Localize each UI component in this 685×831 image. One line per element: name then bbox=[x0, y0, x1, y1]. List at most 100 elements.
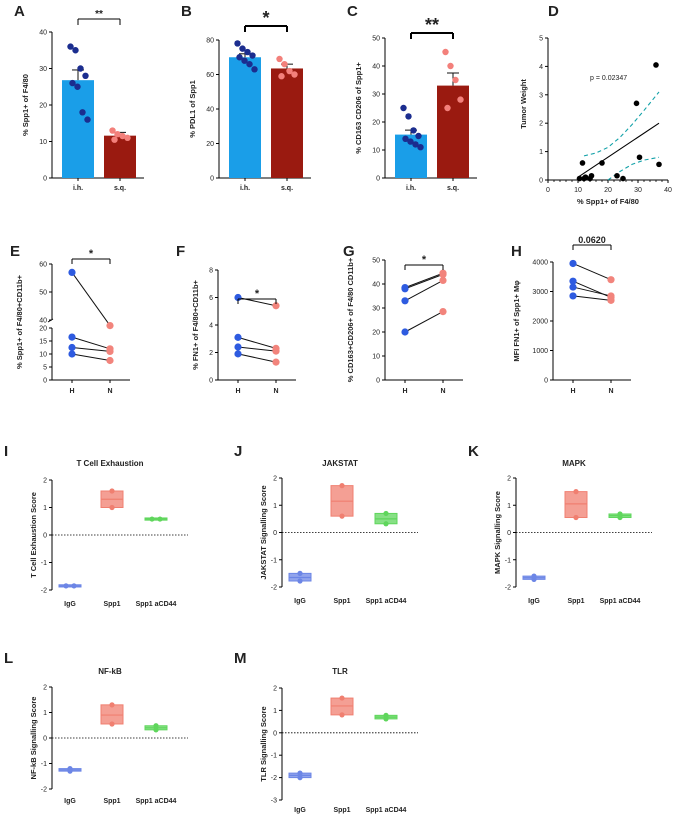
y-tick-label: -2 bbox=[41, 787, 47, 794]
paired-line bbox=[71, 353, 111, 361]
x-tick-label: N bbox=[273, 388, 278, 395]
y-tick-label: 2000 bbox=[532, 319, 548, 326]
data-point-h bbox=[234, 343, 242, 351]
data-point bbox=[444, 104, 451, 112]
y-tick-label: 5 bbox=[43, 365, 47, 372]
x-tick-label: IgG bbox=[528, 598, 540, 605]
y-tick-label: 0 bbox=[273, 530, 277, 537]
panel-d: D 0 1 2 3 4 5 0 10 20 30 40 Tumor Weight % Spp1+ of F… bbox=[519, 3, 672, 206]
y-tick-label: 0 bbox=[544, 378, 548, 385]
data-point bbox=[402, 135, 409, 142]
y-tick-label: 20 bbox=[39, 326, 47, 333]
paired-line bbox=[237, 346, 277, 352]
data-point bbox=[573, 489, 579, 495]
y-tick-label: 30 bbox=[372, 92, 380, 99]
significance-marker: * bbox=[255, 288, 260, 300]
significance-marker: ** bbox=[425, 15, 439, 35]
y-tick-label: 80 bbox=[206, 38, 214, 45]
y-tick-label: 0 bbox=[43, 736, 47, 743]
data-point-h bbox=[68, 350, 76, 358]
data-point-n bbox=[106, 347, 114, 355]
y-tick-label: 30 bbox=[39, 66, 47, 73]
y-tick-label: 40 bbox=[39, 318, 47, 325]
panel-l: L -2 -1 0 1 2 NF-kB Signalling Score NF-kB IgG Sp… bbox=[4, 650, 188, 805]
p-value-annotation: p = 0.02347 bbox=[590, 75, 627, 82]
panel-label: G bbox=[343, 243, 355, 260]
data-point bbox=[297, 775, 303, 781]
y-tick-label: -1 bbox=[505, 557, 511, 564]
data-point bbox=[69, 79, 76, 87]
y-tick-label: 0 bbox=[539, 178, 543, 185]
data-point-h bbox=[569, 292, 577, 300]
panel-f: F 0 2 4 6 8 % FN1+ of F4/80+CD11b+ H N * bbox=[176, 243, 296, 395]
y-tick-label: -2 bbox=[41, 588, 47, 595]
x-tick-label: 0 bbox=[546, 187, 550, 194]
box-1 bbox=[564, 491, 588, 519]
data-point bbox=[84, 116, 91, 123]
data-point bbox=[297, 770, 303, 776]
data-point-h bbox=[234, 333, 242, 341]
y-tick-label: -2 bbox=[505, 585, 511, 592]
panel-title: JAKSTAT bbox=[322, 459, 358, 468]
data-point bbox=[457, 96, 464, 103]
data-point bbox=[119, 132, 126, 140]
data-point bbox=[405, 113, 412, 120]
paired-line bbox=[71, 347, 111, 352]
panel-label: K bbox=[468, 443, 479, 460]
data-point bbox=[72, 47, 79, 54]
panel-title: NF-kB bbox=[98, 667, 122, 676]
data-point bbox=[407, 138, 414, 145]
data-point bbox=[297, 570, 303, 576]
x-tick-label: 10 bbox=[574, 187, 582, 194]
x-tick-label: N bbox=[608, 388, 613, 395]
significance-marker: ** bbox=[95, 9, 103, 20]
panel-c: C 0 10 20 30 40 50 % CD163 CD206 of Spp1+ i.h. s.… bbox=[347, 3, 477, 192]
data-point-h bbox=[234, 350, 242, 358]
y-tick-label: 40 bbox=[206, 107, 214, 114]
y-tick-label: 10 bbox=[372, 148, 380, 155]
y-axis-label: % Spp1+ of F4/80 bbox=[21, 74, 30, 136]
y-tick-label: 4000 bbox=[532, 260, 548, 267]
bar-sq bbox=[437, 85, 469, 178]
data-point-n bbox=[106, 356, 114, 365]
significance-marker: * bbox=[422, 254, 427, 266]
y-tick-label: 2 bbox=[43, 685, 47, 692]
bar-sq bbox=[271, 68, 303, 178]
data-point bbox=[241, 57, 248, 64]
data-point bbox=[236, 54, 243, 61]
data-point bbox=[63, 583, 69, 589]
data-point bbox=[239, 45, 246, 52]
y-axis-label: MAPK Signalling Score bbox=[493, 491, 502, 574]
panel-title: MAPK bbox=[562, 459, 586, 468]
data-point-n bbox=[607, 276, 615, 284]
data-point-n bbox=[439, 308, 447, 316]
regression-line bbox=[577, 122, 660, 178]
panel-label: E bbox=[10, 243, 20, 260]
confidence-band-upper bbox=[583, 91, 660, 157]
data-point bbox=[153, 723, 159, 729]
y-tick-label: 50 bbox=[372, 258, 380, 265]
y-tick-label: 2 bbox=[43, 478, 47, 485]
x-tick-label: N bbox=[107, 388, 112, 395]
data-point-n bbox=[272, 358, 280, 366]
data-point bbox=[281, 60, 288, 68]
data-point-n bbox=[607, 296, 615, 304]
data-point-h bbox=[68, 343, 76, 352]
y-tick-label: 30 bbox=[372, 306, 380, 313]
panel-g: G 0 10 20 30 40 50 % CD163+CD206+ of F4/80 CD11… bbox=[343, 243, 463, 395]
y-axis-label: % Spp1+ of F4/80+CD11b+ bbox=[15, 274, 24, 369]
y-axis-label: NF-kB Signalling Score bbox=[29, 697, 38, 780]
y-tick-label: 0 bbox=[376, 378, 380, 385]
y-tick-label: 2 bbox=[273, 476, 277, 483]
bar-sq bbox=[104, 135, 136, 178]
y-tick-label: 1 bbox=[273, 708, 277, 715]
data-point bbox=[617, 514, 623, 521]
x-tick-label: i.h. bbox=[406, 185, 416, 192]
data-point bbox=[656, 161, 662, 168]
y-tick-label: 0 bbox=[376, 176, 380, 183]
y-tick-label: 3 bbox=[539, 92, 543, 99]
y-tick-label: 5 bbox=[539, 36, 543, 43]
panel-label: A bbox=[14, 3, 25, 20]
y-tick-label: 40 bbox=[39, 30, 47, 37]
y-tick-label: 6 bbox=[209, 295, 213, 302]
